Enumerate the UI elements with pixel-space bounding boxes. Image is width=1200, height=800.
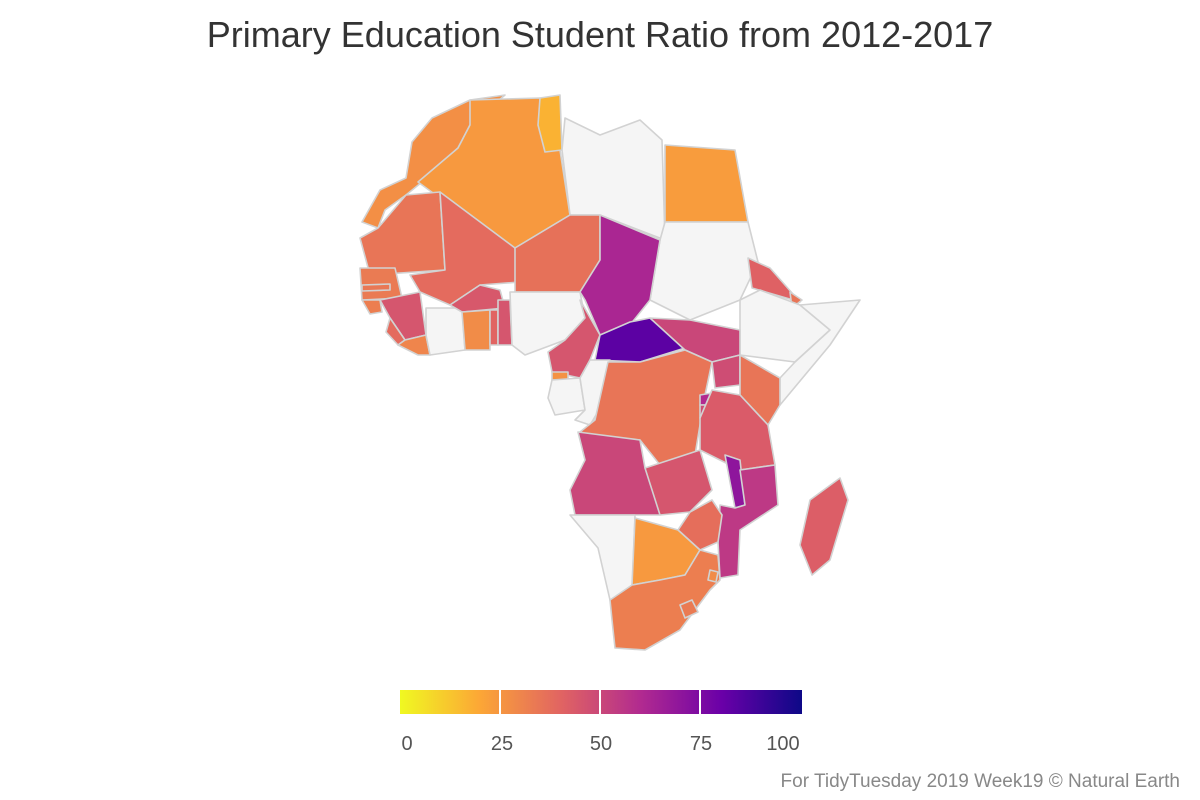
country-madagascar xyxy=(799,477,849,576)
country-burkina-faso xyxy=(449,284,506,313)
country-lesotho xyxy=(679,599,699,619)
country-gabon xyxy=(547,377,586,416)
legend-label-25: 25 xyxy=(490,733,514,755)
country-kenya xyxy=(739,354,781,426)
legend-tick-mark xyxy=(699,690,701,714)
country-south-africa xyxy=(609,549,721,651)
country-togo xyxy=(489,309,499,346)
legend-label-0: 0 xyxy=(401,733,413,755)
color-scale-legend xyxy=(400,690,802,714)
country-eswatini xyxy=(707,569,719,583)
country-gambia xyxy=(361,283,391,292)
country-zambia xyxy=(644,449,713,516)
country-tunisia xyxy=(537,94,563,153)
map-title: Primary Education Student Ratio from 201… xyxy=(206,14,994,55)
legend-tick-mark xyxy=(499,690,501,714)
country-namibia xyxy=(569,514,636,601)
country-ghana xyxy=(461,309,491,351)
color-scale-gradient xyxy=(400,690,802,714)
country-mozambique xyxy=(717,464,779,579)
legend-tick-mark xyxy=(599,690,601,714)
map-credit: For TidyTuesday 2019 Week19 © Natural Ea… xyxy=(780,771,1180,792)
legend-label-100: 100 xyxy=(766,733,800,755)
legend-label-75: 75 xyxy=(689,733,713,755)
country-cote-d-ivoire xyxy=(425,307,466,356)
country-guinea-bissau xyxy=(361,299,383,315)
legend-label-50: 50 xyxy=(589,733,613,755)
country-egypt xyxy=(664,144,749,223)
